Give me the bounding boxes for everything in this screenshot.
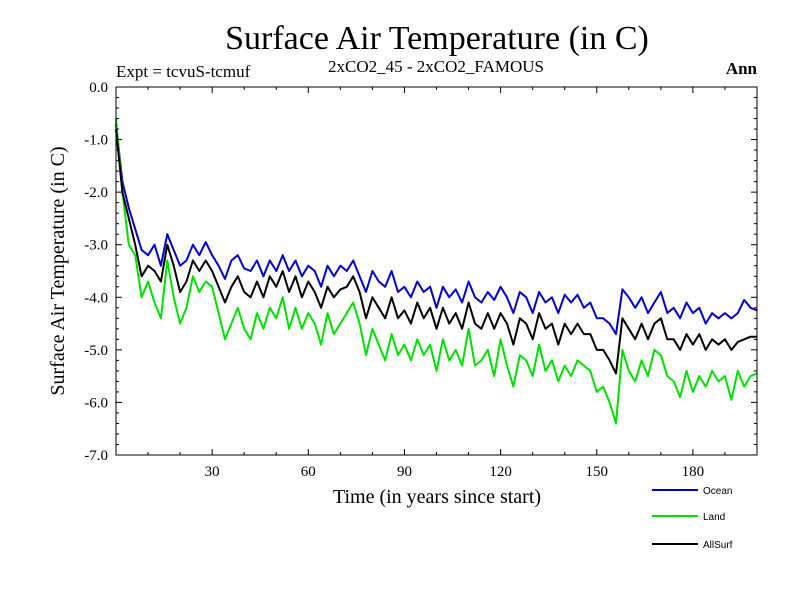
x-tick-label: 120 [489,464,512,480]
y-tick-label: 0.0 [89,80,108,96]
x-tick-label: 180 [682,464,705,480]
y-tick-label: -4.0 [84,290,108,306]
experiment-label: Expt = tcvuS-tcmuf [116,62,251,81]
x-tick-label: 60 [301,464,316,480]
y-tick-label: -3.0 [84,238,108,254]
x-tick-label: 90 [397,464,412,480]
x-axis-label: Time (in years since start) [333,486,541,508]
legend: Ocean Land AllSurf [652,486,733,551]
series-line-allsurf [115,128,757,375]
x-tick-label: 150 [586,464,609,480]
y-tick-label: -1.0 [84,133,108,149]
period-label: Ann [726,59,758,78]
y-tick-label: -5.0 [84,343,108,359]
legend-label-ocean: Ocean [703,486,732,497]
legend-label-land: Land [703,512,725,523]
series-line-land [115,118,758,425]
chart-title: Surface Air Temperature (in C) [225,20,649,57]
y-tick-label: -6.0 [84,395,108,411]
series-line-ocean [115,123,758,336]
y-axis-label: Surface Air Temperature (in C) [47,146,69,395]
plot-area: 0.0 -1.0 -2.0 -3.0 -4.0 -5.0 -6.0 -7.0 30 60 90 120… [84,80,758,480]
legend-label-allsurf: AllSurf [703,540,733,551]
comparison-label: 2xCO2_45 - 2xCO2_FAMOUS [328,57,544,76]
y-tick-label: -2.0 [84,185,108,201]
x-tick-label: 30 [205,464,220,480]
y-tick-label: -7.0 [84,448,108,464]
